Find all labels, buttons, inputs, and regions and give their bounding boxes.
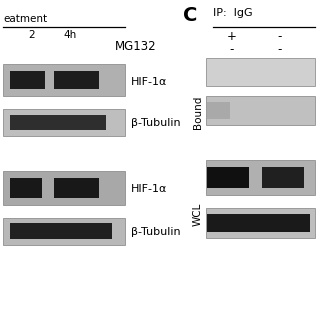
Bar <box>3 109 125 136</box>
Text: -: - <box>230 43 234 56</box>
Text: IP:  IgG: IP: IgG <box>213 8 252 18</box>
Bar <box>207 167 249 188</box>
Text: β-Tubulin: β-Tubulin <box>131 227 181 237</box>
Text: HIF-1α: HIF-1α <box>131 76 168 87</box>
Bar <box>3 218 125 245</box>
Text: 4h: 4h <box>64 30 77 40</box>
Bar <box>10 223 112 239</box>
Text: HIF-1α: HIF-1α <box>131 184 168 194</box>
Bar <box>206 160 315 195</box>
Text: 2: 2 <box>29 30 35 40</box>
Bar <box>10 71 45 89</box>
Bar <box>262 167 304 188</box>
Bar <box>207 214 310 232</box>
Bar <box>206 96 315 125</box>
Text: WCL: WCL <box>193 203 203 226</box>
Bar <box>3 64 125 96</box>
Bar <box>10 178 42 198</box>
Text: β-Tubulin: β-Tubulin <box>131 118 181 128</box>
Bar <box>3 171 125 205</box>
Text: -: - <box>278 30 282 44</box>
Text: C: C <box>183 6 197 25</box>
Text: eatment: eatment <box>3 14 47 24</box>
Text: Bound: Bound <box>193 95 203 129</box>
Bar <box>10 115 106 130</box>
Bar <box>54 178 99 198</box>
Text: +: + <box>227 30 237 44</box>
Bar <box>206 208 315 238</box>
Bar <box>206 58 315 86</box>
Bar <box>207 102 230 119</box>
Bar <box>54 71 99 89</box>
Text: MG132: MG132 <box>115 40 157 53</box>
Text: -: - <box>278 43 282 56</box>
